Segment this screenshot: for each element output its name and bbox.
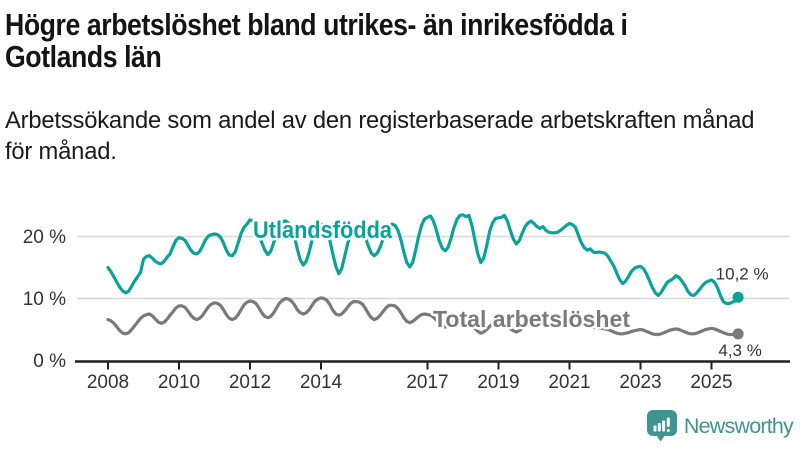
end-dot-total	[732, 328, 744, 340]
y-axis-tick-label: 10 %	[23, 289, 66, 310]
brand-footer: Newsworthy	[646, 410, 794, 442]
brand-name: Newsworthy	[683, 413, 794, 438]
end-dot-utlandsfodda	[732, 291, 744, 303]
x-axis-tick-label: 2017	[406, 372, 448, 393]
x-axis-tick-label: 2014	[300, 372, 343, 393]
x-axis-tick-label: 2025	[690, 372, 732, 393]
x-axis-tick-label: 2023	[619, 372, 661, 393]
series-label-total: Total arbetslöshet	[433, 306, 630, 332]
y-axis-tick-label: 0 %	[33, 351, 66, 372]
series-label-utlandsfodda: Utlandsfödda	[253, 217, 393, 244]
logo-bubble	[646, 410, 677, 442]
chart-title: Högre arbetslöshet bland utrikes- än inr…	[5, 7, 628, 74]
y-axis-tick-label: 20 %	[23, 227, 66, 248]
x-axis-tick-label: 2008	[87, 372, 129, 393]
x-axis-tick-label: 2010	[158, 372, 200, 393]
chart-subtitle: Arbetssökande som andel av den registerb…	[5, 107, 755, 165]
end-value-label-utlandsfodda: 10,2 %	[716, 264, 769, 283]
end-value-label-total: 4,3 %	[718, 341, 761, 360]
x-axis-tick-label: 2021	[548, 372, 590, 393]
x-axis-tick-label: 2012	[229, 372, 271, 393]
series-line-utlandsfodda	[106, 213, 740, 306]
series-line-total	[106, 296, 740, 337]
x-axis-tick-label: 2019	[477, 372, 519, 393]
logo-bars	[653, 417, 670, 432]
newsworthy-logo-icon	[646, 410, 677, 442]
